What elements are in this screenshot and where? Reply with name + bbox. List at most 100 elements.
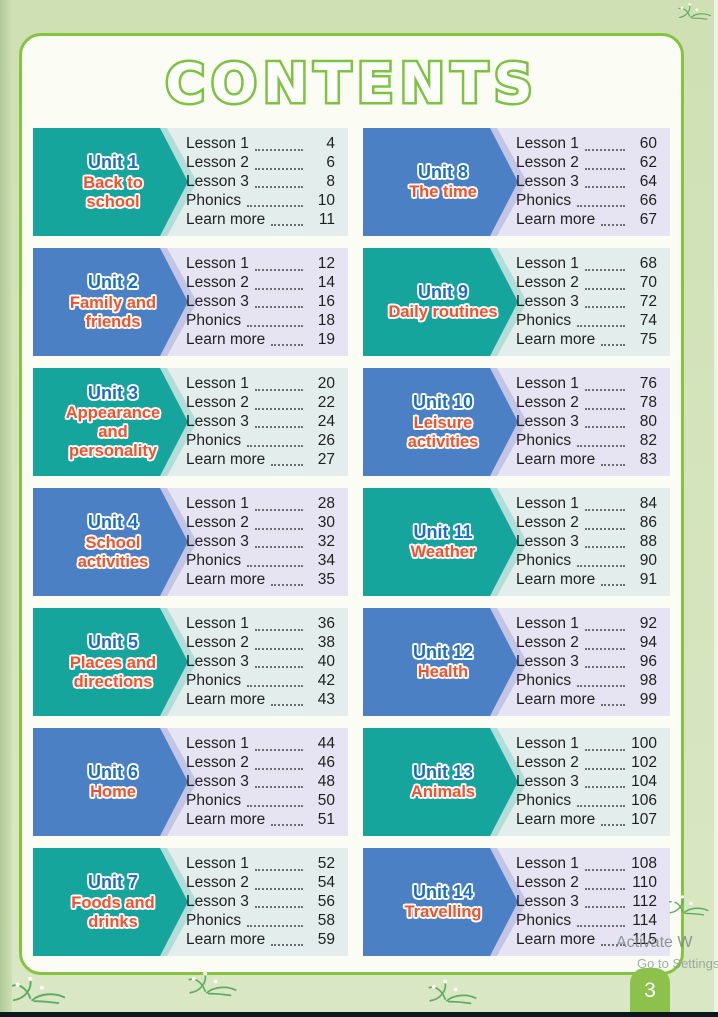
- lesson-label: Lesson 1: [186, 615, 249, 633]
- lesson-page-number: 82: [639, 431, 657, 449]
- unit-title: Back to school: [83, 173, 143, 211]
- unit-title: Health: [417, 663, 469, 682]
- dotted-leader: [584, 637, 625, 650]
- dotted-leader: [577, 194, 625, 208]
- lesson-row: Lesson 3 32: [186, 533, 335, 552]
- unit-arrow-banner: Unit 7 Foods and drinks: [33, 848, 188, 956]
- lesson-page-number: 54: [317, 874, 335, 892]
- unit-number: Unit 9: [417, 281, 468, 302]
- book-spine-shade: [0, 0, 12, 1017]
- lesson-page-number: 91: [639, 570, 657, 588]
- lesson-page-number: 26: [317, 431, 335, 449]
- lesson-page-number: 86: [639, 514, 657, 532]
- lesson-label: Lesson 1: [516, 135, 579, 153]
- unit-title: Animals: [410, 783, 476, 802]
- lesson-row: Lesson 2 110: [516, 874, 657, 893]
- lesson-page-number: 48: [317, 772, 335, 790]
- dotted-leader: [271, 573, 303, 587]
- lesson-label: Lesson 3: [186, 532, 249, 550]
- lesson-label: Learn more: [516, 930, 596, 948]
- lesson-label: Lesson 3: [186, 292, 249, 310]
- lesson-row: Lesson 2 46: [186, 754, 335, 773]
- lesson-list: Lesson 1 36 Lesson 2 38 Lesson 3 40 Phon…: [186, 608, 335, 716]
- dotted-leader: [254, 138, 303, 151]
- lesson-row: Learn more 27: [186, 450, 335, 469]
- lesson-label: Lesson 3: [186, 892, 249, 910]
- lesson-page-number: 14: [317, 274, 335, 292]
- lesson-page-number: 11: [318, 210, 335, 228]
- lesson-label: Lesson 1: [516, 375, 579, 393]
- dotted-leader: [577, 554, 625, 568]
- unit-number: Unit 2: [87, 272, 138, 293]
- lesson-label: Learn more: [516, 210, 596, 228]
- bottom-edge-bar: [0, 1012, 718, 1017]
- lesson-label: Learn more: [186, 210, 266, 228]
- lesson-page-number: 35: [317, 570, 335, 588]
- lesson-row: Lesson 2 14: [186, 274, 335, 293]
- page-title: CONTENTS: [165, 52, 538, 115]
- unit-arrow-banner: Unit 11 Weather: [363, 488, 518, 596]
- page-edge-highlight: [714, 0, 718, 1017]
- unit-title: Places and directions: [69, 653, 157, 691]
- lesson-page-number: 115: [632, 930, 657, 948]
- dotted-leader: [271, 693, 303, 707]
- lesson-page-number: 62: [639, 154, 657, 172]
- lesson-label: Phonics: [516, 191, 572, 209]
- lesson-list: Lesson 1 76 Lesson 2 78 Lesson 3 80 Phon…: [516, 368, 657, 476]
- dotted-leader: [584, 277, 625, 290]
- unit-arrow-banner: Unit 4 School activities: [33, 488, 188, 596]
- lesson-label: Phonics: [186, 431, 242, 449]
- lesson-label: Lesson 1: [186, 255, 249, 273]
- unit-arrow-banner: Unit 1 Back to school: [33, 128, 188, 236]
- dotted-leader: [254, 157, 303, 170]
- lesson-list: Lesson 1 52 Lesson 2 54 Lesson 3 56 Phon…: [186, 848, 335, 956]
- lesson-row: Phonics 50: [186, 791, 335, 810]
- lesson-page-number: 66: [639, 191, 657, 209]
- lesson-label: Phonics: [516, 791, 572, 809]
- unit-number: Unit 6: [87, 761, 138, 782]
- lesson-list: Lesson 1 28 Lesson 2 30 Lesson 3 32 Phon…: [186, 488, 335, 596]
- lesson-label: Learn more: [186, 570, 266, 588]
- lesson-page-number: 90: [639, 551, 657, 569]
- unit-arrow-banner: Unit 14 Travelling: [363, 848, 518, 956]
- lesson-page-number: 43: [317, 690, 335, 708]
- lesson-page-number: 112: [632, 892, 657, 910]
- dotted-leader: [577, 314, 625, 328]
- lesson-page-number: 22: [317, 394, 335, 412]
- units-column-right: Unit 8 The time Lesson 1 60 Lesson 2 62 …: [363, 128, 670, 968]
- lesson-row: Lesson 2 78: [516, 394, 657, 413]
- dotted-leader: [584, 397, 625, 410]
- lesson-page-number: 44: [317, 735, 335, 753]
- lesson-page-number: 4: [326, 135, 335, 153]
- lesson-label: Learn more: [516, 570, 596, 588]
- lesson-list: Lesson 1 108 Lesson 2 110 Lesson 3 112 P…: [516, 848, 657, 956]
- lesson-label: Lesson 2: [186, 394, 249, 412]
- lesson-label: Learn more: [186, 810, 266, 828]
- unit-arrow-banner: Unit 3 Appearance and personality: [33, 368, 188, 476]
- lesson-page-number: 30: [317, 514, 335, 532]
- lesson-page-number: 56: [317, 892, 335, 910]
- lesson-row: Phonics 42: [186, 671, 335, 690]
- dotted-leader: [254, 415, 303, 429]
- dotted-leader: [584, 498, 625, 511]
- unit-block: Unit 7 Foods and drinks Lesson 1 52 Less…: [33, 848, 348, 956]
- lesson-page-number: 28: [317, 495, 335, 513]
- dotted-leader: [254, 378, 303, 391]
- dotted-leader: [254, 498, 303, 511]
- lesson-page-number: 67: [639, 210, 657, 228]
- unit-block: Unit 10 Leisure activities Lesson 1 76 L…: [363, 368, 670, 476]
- dotted-leader: [584, 775, 625, 789]
- dotted-leader: [271, 813, 303, 827]
- dotted-leader: [584, 415, 625, 429]
- unit-number: Unit 14: [412, 881, 473, 902]
- dotted-leader: [577, 434, 625, 448]
- lesson-list: Lesson 1 44 Lesson 2 46 Lesson 3 48 Phon…: [186, 728, 335, 836]
- unit-title: The time: [409, 183, 477, 202]
- lesson-page-number: 32: [317, 532, 335, 550]
- lesson-page-number: 75: [639, 330, 657, 348]
- lesson-list: Lesson 1 92 Lesson 2 94 Lesson 3 96 Phon…: [516, 608, 657, 716]
- dotted-leader: [247, 794, 303, 808]
- lesson-row: Learn more 67: [516, 210, 657, 229]
- lesson-page-number: 34: [317, 551, 335, 569]
- dotted-leader: [254, 757, 303, 770]
